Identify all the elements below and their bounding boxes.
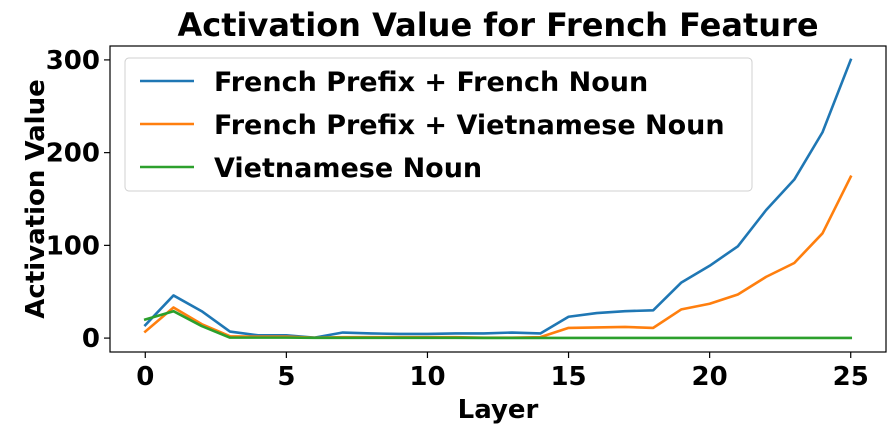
chart-title: Activation Value for French Feature [177, 6, 818, 44]
axes-layer [109, 45, 887, 353]
x-tick-label: 5 [277, 362, 295, 392]
series-line-1 [143, 58, 853, 339]
plot-frame [109, 45, 887, 353]
x-tick-label: 0 [136, 362, 154, 392]
x-tick-label: 10 [409, 362, 445, 392]
legend-label-3: Vietnamese Noun [214, 153, 482, 184]
series-line-3 [143, 309, 853, 340]
y-tick-label: 200 [46, 139, 100, 169]
ticks-layer: 0 5 10 15 20 25 0 100 200 300 [46, 46, 869, 392]
x-axis-label: Layer [458, 395, 539, 425]
legend-box [124, 57, 753, 192]
legend-label-2: French Prefix + Vietnamese Noun [214, 110, 725, 141]
legend-label-1: French Prefix + French Noun [214, 67, 648, 98]
y-tick-label: 0 [82, 324, 100, 354]
x-tick-label: 25 [833, 362, 869, 392]
series-line-2 [143, 175, 853, 339]
y-axis-label: Activation Value [21, 79, 51, 318]
x-tick-label: 15 [550, 362, 586, 392]
series-layer [143, 58, 853, 340]
legend: French Prefix + French Noun French Prefix… [124, 57, 753, 192]
y-tick-label: 300 [46, 46, 100, 76]
y-tick-label: 100 [46, 231, 100, 261]
x-tick-label: 20 [692, 362, 728, 392]
